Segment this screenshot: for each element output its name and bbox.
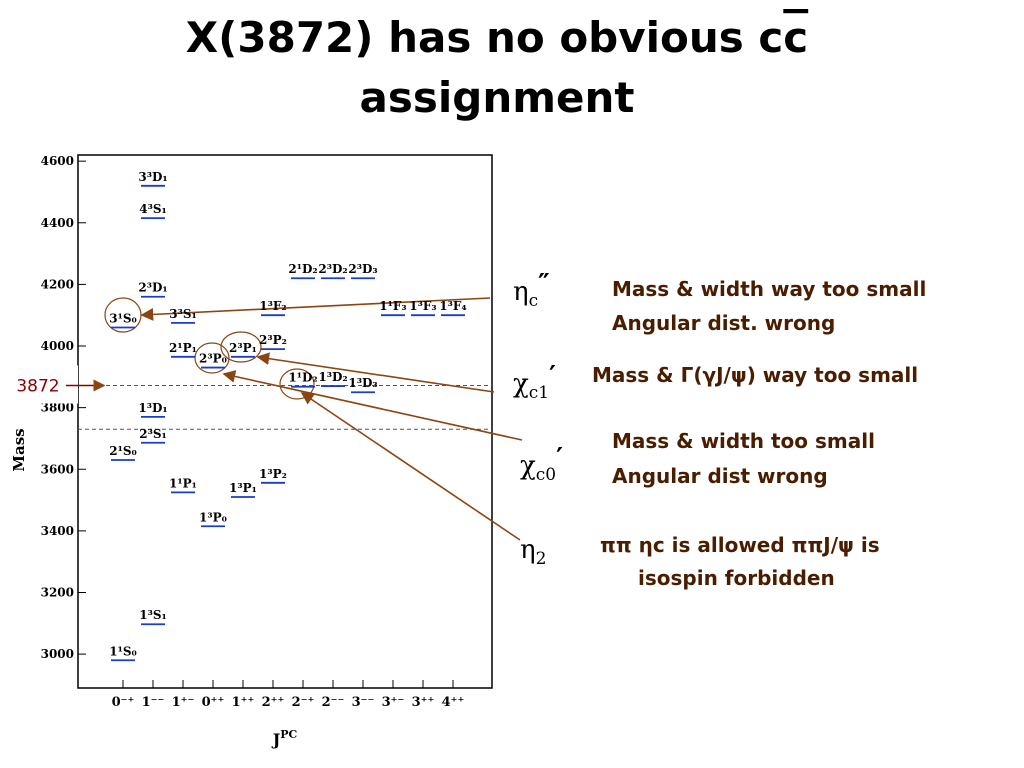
title-text: X(3872) has no obvious c bbox=[186, 13, 784, 62]
y-tick-label: 3400 bbox=[41, 524, 74, 538]
level-label: 1³F₄ bbox=[439, 299, 466, 313]
symbol-sub: c1 bbox=[529, 383, 549, 403]
level-label: 4³S₁ bbox=[139, 202, 167, 216]
x-axis-label: JPC bbox=[271, 728, 298, 749]
level-label: 1¹P₁ bbox=[169, 476, 197, 490]
arrows bbox=[140, 297, 523, 541]
level-label: 2¹D₂ bbox=[288, 262, 317, 276]
note-line: isospin forbidden bbox=[638, 566, 835, 590]
note-symbol: χc0′ bbox=[520, 443, 563, 485]
level-label: 1³F₃ bbox=[409, 299, 436, 313]
level-label: 3³S₁ bbox=[169, 307, 197, 321]
x-tick-label: 2⁻⁺ bbox=[292, 695, 315, 710]
title-overlined: c bbox=[783, 13, 808, 62]
level-label: 1³P₁ bbox=[229, 481, 257, 495]
level-label: 2³D₂ bbox=[318, 262, 347, 276]
level-label: 2¹P₁ bbox=[169, 341, 197, 355]
x-tick-label: 3⁺⁺ bbox=[412, 695, 435, 710]
x-tick-label: 1⁺⁻ bbox=[172, 695, 195, 710]
symbol: χ bbox=[520, 451, 536, 481]
note-symbol: χc1′ bbox=[513, 361, 556, 403]
level-label: 2³D₃ bbox=[348, 262, 377, 276]
level-label: 2³S₁ bbox=[139, 427, 167, 441]
level-label: 2³D₁ bbox=[138, 281, 167, 295]
y-tick-label: 4600 bbox=[41, 154, 74, 168]
y-tick-label: 3200 bbox=[41, 585, 74, 599]
note-line: ππ ηc is allowed ππJ/ψ is bbox=[600, 533, 880, 557]
symbol-sub: c0 bbox=[536, 465, 556, 485]
slide-title-line2: assignment bbox=[360, 73, 635, 122]
level-label: 1³S₁ bbox=[139, 608, 167, 622]
symbol-prime: ″ bbox=[538, 269, 550, 299]
note-line: Angular dist wrong bbox=[612, 464, 828, 488]
x-tick-label: 0⁻⁺ bbox=[112, 695, 135, 710]
level-label: 1¹D₂ bbox=[288, 371, 317, 385]
level-label: 2³P₂ bbox=[259, 333, 287, 347]
highlight bbox=[194, 342, 230, 374]
x-tick-label: 2⁺⁺ bbox=[262, 695, 285, 710]
y-tick-label: 4400 bbox=[41, 216, 74, 230]
arrow bbox=[140, 297, 491, 321]
symbol-prime: ′ bbox=[549, 361, 556, 391]
arrow bbox=[300, 392, 521, 541]
y-tick-label: 3600 bbox=[41, 462, 74, 476]
plot-frame bbox=[77, 154, 493, 689]
x-label: J bbox=[271, 730, 281, 749]
symbol: η bbox=[520, 535, 536, 565]
reference-label: 3872 bbox=[16, 376, 59, 396]
x-label-sup: PC bbox=[280, 728, 297, 741]
highlight bbox=[279, 368, 315, 400]
x-tick-label: 1⁻⁻ bbox=[142, 695, 165, 710]
level-label: 1³F₂ bbox=[259, 299, 286, 313]
symbol: χ bbox=[513, 369, 529, 399]
level-label: 1¹F₃ bbox=[379, 299, 406, 313]
highlights bbox=[104, 297, 315, 400]
y-tick-label: 3800 bbox=[41, 401, 74, 415]
level-label: 3¹S₀ bbox=[109, 312, 137, 326]
highlight bbox=[104, 297, 142, 333]
x-tick-label: 0⁺⁺ bbox=[202, 695, 225, 710]
level-label: 1³P₀ bbox=[199, 510, 227, 524]
x-tick-label: 2⁻⁻ bbox=[322, 695, 345, 710]
note-symbol: ηc″ bbox=[513, 269, 550, 311]
symbol-sub: c bbox=[529, 291, 539, 311]
y-axis-label: Mass bbox=[10, 428, 28, 471]
symbol: η bbox=[513, 277, 529, 307]
level-label: 1³D₂ bbox=[318, 370, 347, 384]
x-tick-label: 3⁻⁻ bbox=[352, 695, 375, 710]
level-label: 1³D₃ bbox=[348, 376, 377, 390]
x-tick-label: 1⁺⁺ bbox=[232, 695, 255, 710]
level-label: 2³P₀ bbox=[199, 352, 227, 366]
level-label: 1¹S₀ bbox=[109, 644, 137, 658]
y-tick-label: 4200 bbox=[41, 277, 74, 291]
level-label: 1³P₂ bbox=[259, 467, 287, 481]
symbol-sub: 2 bbox=[536, 549, 547, 569]
note-line: Mass & width way too small bbox=[612, 277, 926, 301]
slide-title: X(3872) has no obvious cc bbox=[186, 13, 808, 62]
level-label: 2¹S₀ bbox=[109, 444, 137, 458]
note-symbol: η2 bbox=[520, 535, 546, 569]
highlight bbox=[220, 331, 262, 363]
level-label: 2³P₁ bbox=[229, 341, 257, 355]
note-line: Mass & width too small bbox=[612, 429, 875, 453]
level-label: 3³D₁ bbox=[138, 170, 167, 184]
y-tick-label: 4000 bbox=[41, 339, 74, 353]
note-line: Mass & Γ(γJ/ψ) way too small bbox=[592, 363, 918, 387]
x-tick-label: 3⁺⁻ bbox=[382, 695, 405, 710]
y-tick-label: 3000 bbox=[41, 647, 74, 661]
x-tick-label: 4⁺⁺ bbox=[442, 695, 465, 710]
note-line: Angular dist. wrong bbox=[612, 311, 835, 335]
reference-box bbox=[0, 365, 78, 404]
level-label: 1³D₁ bbox=[138, 401, 167, 415]
symbol-prime: ′ bbox=[556, 443, 563, 473]
arrow bbox=[256, 352, 495, 393]
